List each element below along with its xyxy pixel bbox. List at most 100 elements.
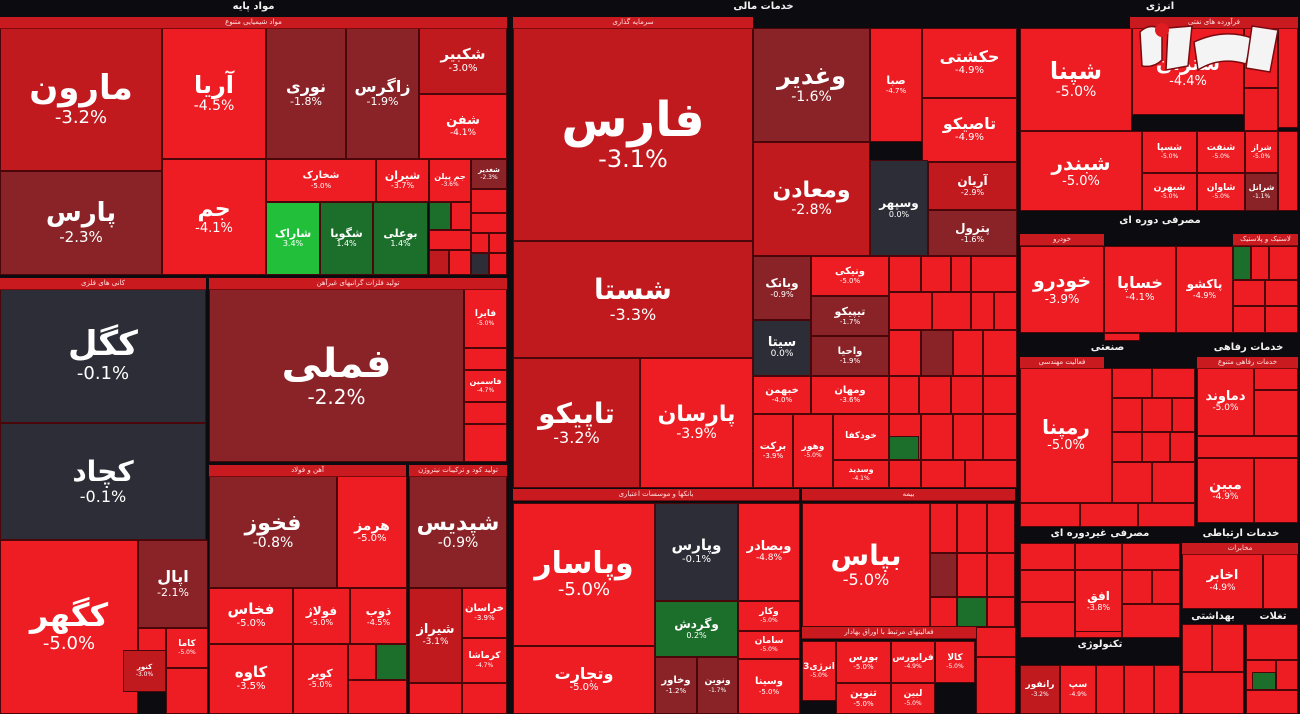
tile-shfan[interactable]: شفن -4.1% bbox=[419, 94, 507, 159]
treemap-cell[interactable] bbox=[1122, 543, 1180, 570]
tile-mabin[interactable]: مبین -4.9% bbox=[1197, 458, 1254, 523]
tile-saman[interactable]: سامان -5.0% bbox=[738, 631, 800, 659]
tile-ofogh[interactable]: افق -3.8% bbox=[1075, 570, 1122, 632]
tile-shasta[interactable]: شستا -3.3% bbox=[513, 241, 753, 358]
tile-vahia[interactable]: واحیا -1.9% bbox=[811, 336, 889, 376]
treemap-cell[interactable] bbox=[1112, 462, 1152, 503]
tile-ramapna[interactable]: رمپنا -5.0% bbox=[1020, 368, 1112, 503]
tile-fkhoz[interactable]: فخوز -0.8% bbox=[209, 476, 337, 588]
treemap-cell[interactable] bbox=[889, 376, 919, 414]
treemap-cell[interactable] bbox=[1075, 543, 1122, 570]
tile-shiraz[interactable]: شیراز -3.1% bbox=[409, 588, 462, 683]
tile-vabank[interactable]: وبانک -0.9% bbox=[753, 256, 811, 320]
tile-shbandar[interactable]: شبندر -5.0% bbox=[1020, 131, 1142, 211]
tile-tanoon[interactable]: تنوین -5.0% bbox=[836, 683, 891, 714]
tile-zob[interactable]: ذوب -4.5% bbox=[350, 588, 407, 644]
tile-zagros[interactable]: زاگرس -1.9% bbox=[346, 28, 419, 159]
tile-vagardesh[interactable]: وگردش 0.2% bbox=[655, 601, 738, 657]
treemap-cell[interactable] bbox=[957, 553, 987, 597]
treemap-cell[interactable] bbox=[471, 233, 489, 253]
treemap-cell[interactable] bbox=[921, 330, 953, 376]
tile-vasina[interactable]: وسینا -5.0% bbox=[738, 659, 800, 714]
tile-shkharak[interactable]: شخارک -5.0% bbox=[266, 159, 376, 202]
treemap-cell[interactable] bbox=[1112, 398, 1142, 432]
tile-vaniki[interactable]: ونیکی -5.0% bbox=[811, 256, 889, 296]
tile-shavan[interactable]: شاوان -5.0% bbox=[1197, 173, 1245, 211]
treemap-cell[interactable] bbox=[921, 460, 965, 488]
treemap-cell[interactable] bbox=[953, 330, 983, 376]
tile-jam[interactable]: جم -4.1% bbox=[162, 159, 266, 275]
tile-shpadis[interactable]: شپدیس -0.9% bbox=[409, 476, 507, 588]
treemap-cell[interactable] bbox=[889, 256, 921, 292]
treemap-cell[interactable] bbox=[1142, 432, 1170, 462]
treemap-cell[interactable] bbox=[1122, 570, 1152, 604]
treemap-cell[interactable] bbox=[953, 414, 983, 460]
tile-khabhan[interactable]: خبهمن -4.0% bbox=[753, 376, 811, 414]
treemap-cell[interactable] bbox=[1278, 131, 1298, 211]
tile-akhaber[interactable]: اخابر -4.9% bbox=[1182, 554, 1263, 609]
tile-jampilan[interactable]: جم پیلن -3.6% bbox=[429, 159, 471, 202]
treemap-cell[interactable] bbox=[976, 657, 1016, 714]
treemap-cell[interactable] bbox=[987, 553, 1015, 597]
treemap-cell[interactable] bbox=[1197, 436, 1298, 458]
treemap-cell[interactable] bbox=[994, 292, 1017, 330]
treemap-cell[interactable] bbox=[889, 460, 921, 488]
treemap-cell[interactable] bbox=[1112, 368, 1152, 398]
tile-petrol[interactable]: پترول -1.6% bbox=[928, 210, 1017, 256]
tile-vahoor[interactable]: وهور -5.0% bbox=[793, 414, 833, 488]
tile-khodro[interactable]: خودرو -3.9% bbox=[1020, 246, 1104, 333]
treemap-cell[interactable] bbox=[971, 292, 994, 330]
treemap-cell[interactable] bbox=[471, 189, 507, 213]
tile-parsan[interactable]: پارسان -3.9% bbox=[640, 358, 753, 488]
tile-bapas[interactable]: بپاس -5.0% bbox=[802, 503, 930, 627]
tile-maroon[interactable]: مارون -3.2% bbox=[0, 28, 162, 171]
treemap-cell[interactable] bbox=[1212, 624, 1244, 672]
treemap-cell[interactable] bbox=[1265, 280, 1298, 306]
tile-shbahran[interactable]: شبهرن -5.0% bbox=[1142, 173, 1197, 211]
tile-vaghadir[interactable]: وغدیر -1.6% bbox=[753, 28, 870, 142]
treemap-cell[interactable] bbox=[1254, 458, 1298, 523]
tile-kchad[interactable]: کچاد -0.1% bbox=[0, 423, 206, 540]
tile-kala[interactable]: کالا -5.0% bbox=[935, 641, 975, 683]
tile-fkhas[interactable]: فخاس -5.0% bbox=[209, 588, 293, 644]
treemap-cell[interactable] bbox=[348, 680, 407, 714]
tile-khsapa[interactable]: خساپا -4.1% bbox=[1104, 246, 1176, 333]
tile-pars-m[interactable]: پارس -2.3% bbox=[0, 171, 162, 275]
tile-shraz[interactable]: شراز -5.0% bbox=[1245, 131, 1278, 173]
treemap-cell[interactable] bbox=[919, 376, 951, 414]
treemap-cell[interactable] bbox=[429, 230, 471, 250]
tile-fars[interactable]: فارس -3.1% bbox=[513, 28, 753, 241]
tile-barkat[interactable]: برکت -3.9% bbox=[753, 414, 793, 488]
tile-faira[interactable]: فایرا -5.0% bbox=[464, 289, 507, 348]
tile-energy3[interactable]: انرژی3 -5.0% bbox=[802, 641, 836, 701]
treemap-cell[interactable] bbox=[1142, 398, 1172, 432]
tile-shiran[interactable]: شیران -3.7% bbox=[376, 159, 429, 202]
treemap-cell[interactable] bbox=[348, 644, 376, 680]
tile-fameli[interactable]: فملی -2.2% bbox=[209, 289, 464, 462]
treemap-cell[interactable] bbox=[921, 256, 951, 292]
treemap-cell[interactable] bbox=[429, 202, 451, 230]
tile-vapasar[interactable]: وپاسار -5.0% bbox=[513, 503, 655, 646]
treemap-cell[interactable] bbox=[1251, 246, 1269, 280]
tile-fasmin[interactable]: فاسمین -4.7% bbox=[464, 370, 507, 402]
tile-lebin[interactable]: لبین -5.0% bbox=[891, 683, 935, 714]
tile-foolaj[interactable]: فولاژ -5.0% bbox=[293, 588, 350, 644]
tile-kantor[interactable]: کنور -3.0% bbox=[123, 650, 166, 692]
tile-vatejarat[interactable]: وتجارت -5.0% bbox=[513, 646, 655, 714]
treemap-cell[interactable] bbox=[976, 627, 1016, 657]
treemap-cell[interactable] bbox=[462, 683, 507, 714]
tile-kavir[interactable]: کویر -5.0% bbox=[293, 644, 348, 714]
tile-kama[interactable]: کاما -5.0% bbox=[166, 628, 208, 668]
tile-kegol[interactable]: کگل -0.1% bbox=[0, 289, 206, 423]
treemap-cell[interactable] bbox=[429, 250, 449, 275]
treemap-cell[interactable] bbox=[971, 256, 1017, 292]
treemap-cell[interactable] bbox=[951, 256, 971, 292]
tile-tapiko[interactable]: تاپیکو -3.2% bbox=[513, 358, 640, 488]
tile-kegohar[interactable]: کگهر -5.0% bbox=[0, 540, 138, 714]
tile-apal[interactable]: اپال -2.1% bbox=[138, 540, 208, 628]
tile-vapars[interactable]: وپارس -0.1% bbox=[655, 503, 738, 601]
treemap-cell[interactable] bbox=[1252, 672, 1276, 690]
treemap-cell[interactable] bbox=[489, 253, 507, 275]
tile-farabourse[interactable]: فرابورس -4.9% bbox=[891, 641, 935, 683]
treemap-cell[interactable] bbox=[1104, 333, 1140, 341]
